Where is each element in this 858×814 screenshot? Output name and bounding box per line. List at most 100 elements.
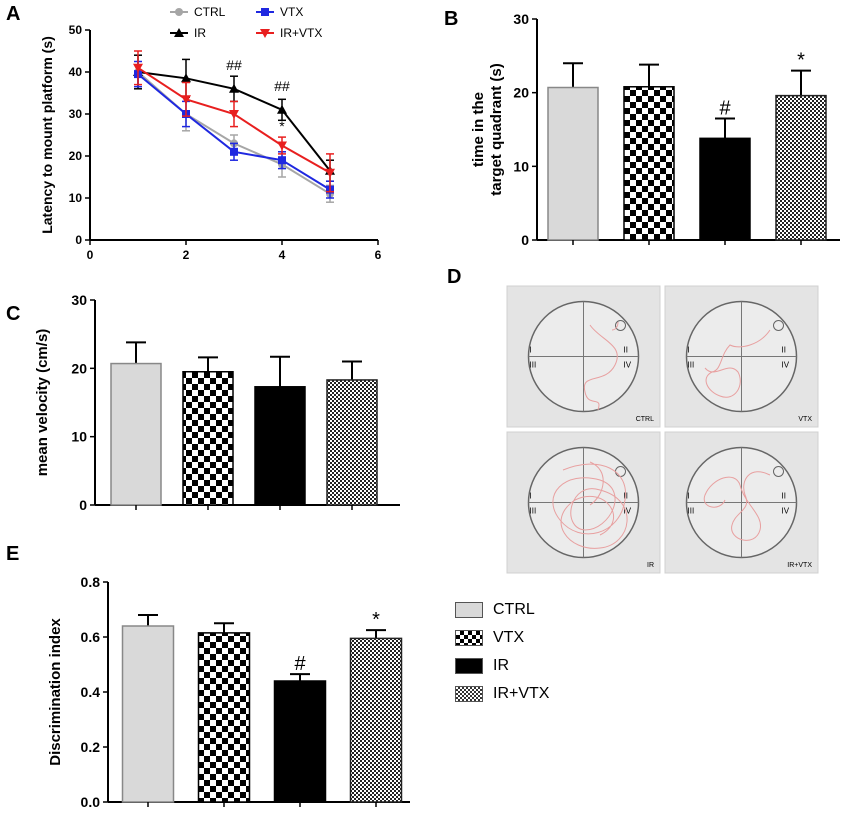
bar-vtx: [623, 86, 675, 241]
y-tick-label: 30: [71, 292, 87, 308]
bar-ir-vtx: [326, 379, 378, 506]
bar-legend: CTRL VTX IR IR+VTX: [455, 596, 549, 708]
bar-ctrl: [547, 86, 599, 241]
quadrant-label-iii: III: [688, 507, 695, 516]
data-point: [229, 110, 239, 119]
significance-marker: *: [797, 50, 805, 72]
legend-label: IR+VTX: [493, 685, 550, 702]
y-tick-label: 0: [75, 233, 82, 247]
y-tick-label: 30: [513, 11, 529, 27]
legend-label: CTRL: [493, 601, 535, 618]
data-point: [181, 95, 191, 105]
x-tick-label: 2: [183, 248, 190, 262]
bar-ir: [273, 680, 327, 803]
y-tick-label: 40: [69, 65, 83, 79]
quadrant-label-i: I: [530, 346, 532, 355]
panel-b-bar-chart: 0 10 20 30 # * time in the target quadrant (s): [470, 11, 840, 248]
y-tick-label: 50: [69, 23, 83, 37]
track-panel-label: IR+VTX: [787, 562, 812, 569]
panel-label-b: B: [444, 8, 458, 30]
bar-ctrl: [110, 362, 162, 506]
significance-marker: ##: [274, 78, 290, 94]
quadrant-label-iv: IV: [782, 361, 790, 370]
track-panel-label: IR: [647, 562, 654, 569]
quadrant-label-ii: II: [624, 346, 628, 355]
y-tick-label: 0.2: [81, 739, 101, 755]
legend-label: CTRL: [194, 5, 226, 19]
data-point: [133, 63, 143, 73]
legend-label: IR+VTX: [280, 26, 322, 40]
swim-track-path: [583, 321, 619, 411]
significance-marker: *: [279, 118, 285, 134]
legend-swatch-irvtx: [455, 686, 483, 702]
panel-label-d: D: [447, 266, 461, 288]
panel-a-line-chart: 0 10 20 30 40 50 0 2 4 6 Latency to mount platform…: [39, 5, 382, 262]
data-point: [277, 141, 287, 151]
significance-marker: #: [719, 97, 731, 119]
quadrant-label-iii: III: [688, 361, 695, 370]
quadrant-label-i: I: [688, 492, 690, 501]
panel-label-a: A: [6, 3, 20, 25]
y-axis-title: mean velocity (cm/s): [34, 329, 51, 477]
platform-marker: [773, 320, 784, 331]
data-point: [278, 156, 286, 165]
y-tick-label: 30: [69, 107, 83, 121]
bar-ctrl: [121, 625, 175, 803]
legend-swatch-ir: [455, 658, 483, 674]
y-tick-label: 10: [513, 158, 529, 174]
data-point: [181, 73, 191, 83]
quadrant-label-iii: III: [530, 507, 537, 516]
data-point: [175, 8, 183, 16]
bar-vtx: [182, 371, 234, 506]
panel-label-c: C: [6, 303, 20, 325]
legend-label: VTX: [493, 629, 525, 646]
quadrant-label-i: I: [530, 492, 532, 501]
platform-marker: [615, 320, 626, 331]
panel-e-bar-chart: 0.0 0.2 0.4 0.6 0.8 # * Discrimination index: [47, 574, 410, 810]
swim-track-path: [552, 461, 628, 549]
legend-label: IR: [194, 26, 206, 40]
x-tick-label: 0: [87, 248, 94, 262]
y-tick-label: 0.0: [81, 794, 101, 810]
legend-swatch-ctrl: [455, 602, 483, 618]
bar-ir: [699, 137, 751, 241]
legend-label: IR: [493, 657, 509, 674]
y-tick-label: 20: [71, 360, 87, 376]
y-tick-label: 10: [69, 191, 83, 205]
swim-track-path: [704, 329, 771, 398]
legend-label: VTX: [280, 5, 303, 19]
quadrant-label-iv: IV: [624, 507, 632, 516]
y-axis-title: Discrimination index: [47, 618, 64, 766]
platform-marker: [773, 466, 784, 477]
y-tick-label: 0.6: [81, 629, 101, 645]
y-tick-label: 10: [71, 429, 87, 445]
y-axis-title: target quadrant (s): [488, 63, 505, 196]
bar-ir: [254, 386, 306, 506]
legend-item-vtx: VTX: [455, 624, 549, 652]
x-tick-label: 6: [375, 248, 382, 262]
data-point: [261, 8, 269, 16]
quadrant-label-ii: II: [782, 492, 786, 501]
x-tick-label: 4: [279, 248, 286, 262]
legend-swatch-vtx: [455, 630, 483, 646]
data-point: [229, 83, 239, 93]
track-panel-label: VTX: [798, 416, 812, 423]
legend-item-ir: IR: [455, 652, 549, 680]
swim-track-path: [703, 471, 771, 541]
y-tick-label: 0.8: [81, 574, 101, 590]
y-tick-label: 20: [513, 85, 529, 101]
panel-label-e: E: [6, 543, 19, 565]
significance-marker: ##: [226, 57, 242, 73]
legend-item-ctrl: CTRL: [455, 596, 549, 624]
y-tick-label: 0.4: [81, 684, 101, 700]
y-tick-label: 20: [69, 149, 83, 163]
track-panel-label: CTRL: [636, 416, 654, 423]
legend-item-irvtx: IR+VTX: [455, 680, 549, 708]
panel-c-bar-chart: 0 10 20 30 mean velocity (cm/s): [34, 292, 400, 513]
significance-marker: *: [372, 609, 380, 631]
quadrant-label-ii: II: [782, 346, 786, 355]
quadrant-label-i: I: [688, 346, 690, 355]
y-tick-label: 0: [79, 497, 87, 513]
